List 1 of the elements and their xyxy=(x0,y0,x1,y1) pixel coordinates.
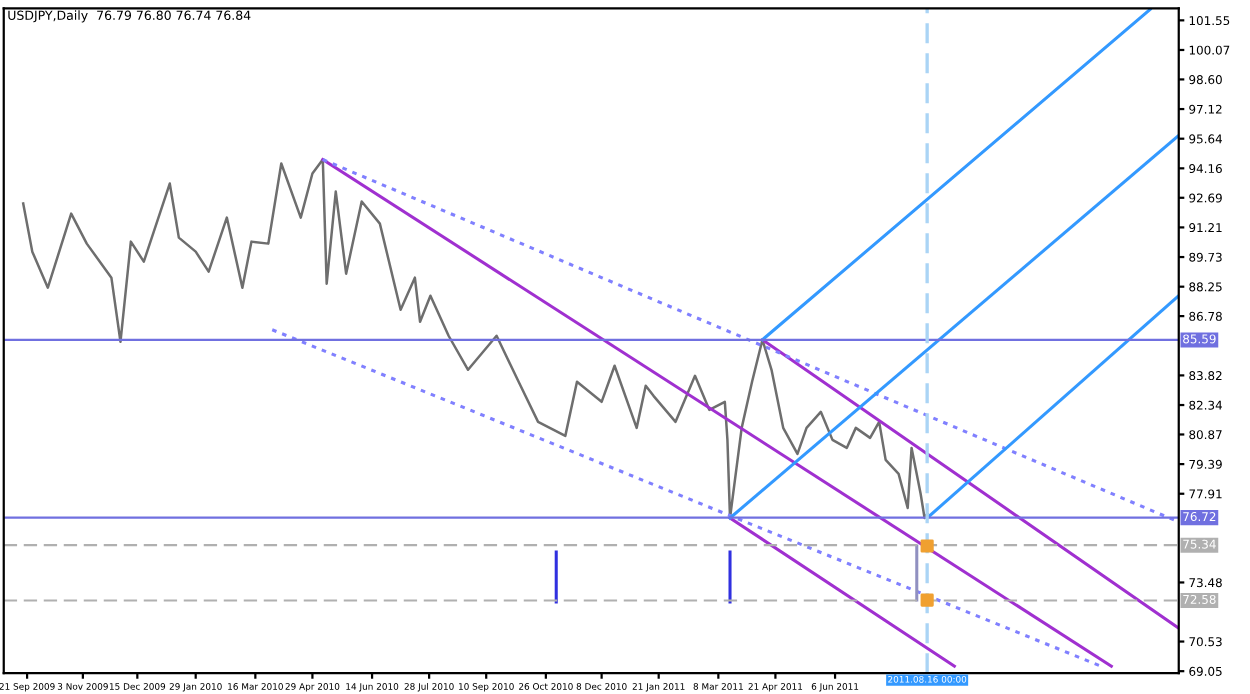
line-series xyxy=(21,158,929,520)
